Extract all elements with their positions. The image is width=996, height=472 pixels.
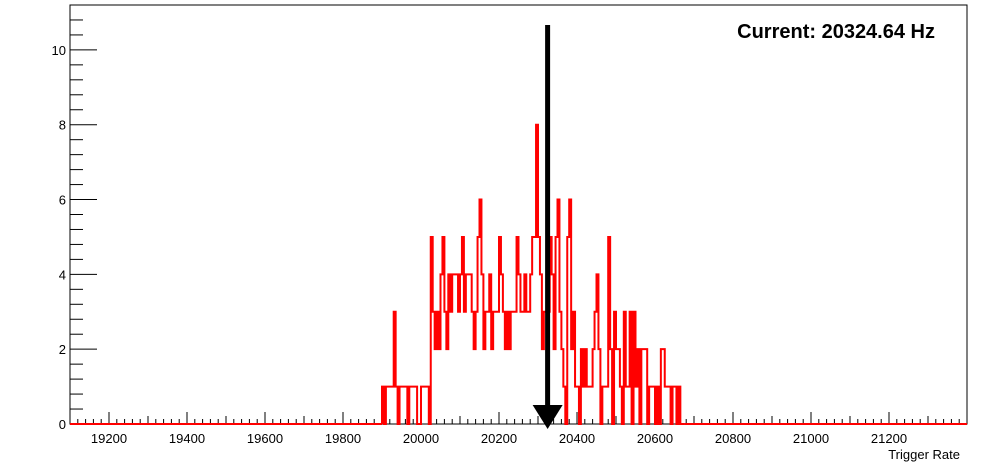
y-tick-label: 4 <box>59 267 66 282</box>
x-tick-label: 21000 <box>793 431 829 446</box>
histogram-outline <box>381 123 685 425</box>
y-tick-label: 6 <box>59 193 66 208</box>
x-tick-label: 20400 <box>559 431 595 446</box>
down-arrow-icon <box>532 405 563 429</box>
x-tick-label: 20000 <box>403 431 439 446</box>
x-tick-label: 20600 <box>637 431 673 446</box>
y-tick-label: 0 <box>59 417 66 432</box>
y-tick-label: 2 <box>59 342 66 357</box>
y-tick-label: 10 <box>52 43 66 58</box>
x-tick-label: 21200 <box>871 431 907 446</box>
x-tick-label: 19800 <box>325 431 361 446</box>
current-rate-annotation: Current: 20324.64 Hz <box>737 21 935 43</box>
y-axis-ticks: 0 2 4 6 8 10 <box>52 4 97 432</box>
x-axis-ticks: 19200 19400 19600 19800 20000 20200 20400 20600… <box>69 412 968 446</box>
x-tick-label: 19600 <box>247 431 283 446</box>
y-tick-label: 8 <box>59 118 66 133</box>
histogram-series <box>70 123 967 425</box>
x-tick-label: 19400 <box>169 431 205 446</box>
x-axis-title: Trigger Rate <box>888 447 960 462</box>
plot-frame <box>69 4 968 425</box>
current-rate-marker <box>532 25 563 429</box>
x-tick-label: 19200 <box>91 431 127 446</box>
x-tick-label: 20200 <box>481 431 517 446</box>
x-tick-label: 20800 <box>715 431 751 446</box>
